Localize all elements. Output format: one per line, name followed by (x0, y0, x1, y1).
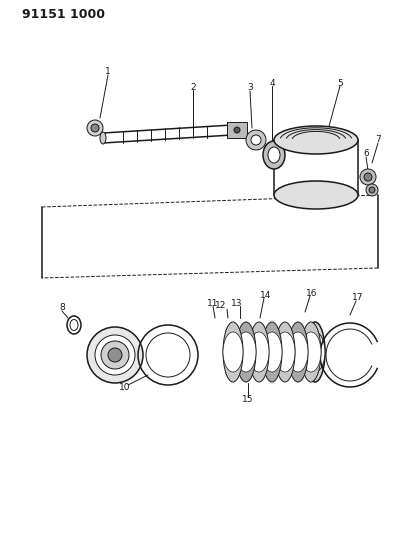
Ellipse shape (100, 132, 106, 144)
Circle shape (364, 173, 372, 181)
Ellipse shape (262, 332, 282, 372)
Text: 3: 3 (247, 84, 253, 93)
Ellipse shape (249, 322, 269, 382)
Text: 8: 8 (59, 303, 65, 312)
Ellipse shape (305, 332, 325, 372)
Text: 12: 12 (215, 302, 227, 311)
Ellipse shape (262, 322, 282, 382)
Circle shape (366, 184, 378, 196)
Ellipse shape (305, 322, 325, 382)
Ellipse shape (275, 332, 295, 372)
Text: 13: 13 (231, 298, 243, 308)
Ellipse shape (274, 126, 358, 154)
Circle shape (91, 124, 99, 132)
Text: 15: 15 (242, 395, 254, 405)
Ellipse shape (301, 322, 321, 382)
Text: 4: 4 (269, 78, 275, 87)
Ellipse shape (223, 322, 243, 382)
Ellipse shape (223, 332, 243, 372)
Text: 7: 7 (375, 135, 381, 144)
Circle shape (87, 120, 103, 136)
Circle shape (101, 341, 129, 369)
Ellipse shape (268, 147, 280, 163)
Ellipse shape (249, 332, 269, 372)
Circle shape (234, 127, 240, 133)
Text: 11: 11 (207, 298, 219, 308)
Bar (227, 122, 247, 138)
Ellipse shape (288, 322, 308, 382)
Ellipse shape (275, 322, 295, 382)
Circle shape (87, 327, 143, 383)
Ellipse shape (236, 322, 256, 382)
Text: 6: 6 (363, 149, 369, 157)
Circle shape (246, 130, 266, 150)
Text: 1: 1 (105, 68, 111, 77)
Ellipse shape (263, 141, 285, 169)
Circle shape (95, 335, 135, 375)
Ellipse shape (288, 332, 308, 372)
Text: 91151 1000: 91151 1000 (22, 7, 105, 20)
Circle shape (369, 187, 375, 193)
Text: 17: 17 (352, 294, 364, 303)
Text: 10: 10 (119, 384, 131, 392)
Circle shape (251, 135, 261, 145)
Circle shape (108, 348, 122, 362)
Text: 14: 14 (260, 290, 272, 300)
Circle shape (360, 169, 376, 185)
Text: 5: 5 (337, 78, 343, 87)
Ellipse shape (274, 181, 358, 209)
Text: 16: 16 (306, 288, 318, 297)
Text: 9: 9 (87, 343, 93, 352)
Ellipse shape (301, 332, 321, 372)
Ellipse shape (236, 332, 256, 372)
Text: 2: 2 (190, 83, 196, 92)
